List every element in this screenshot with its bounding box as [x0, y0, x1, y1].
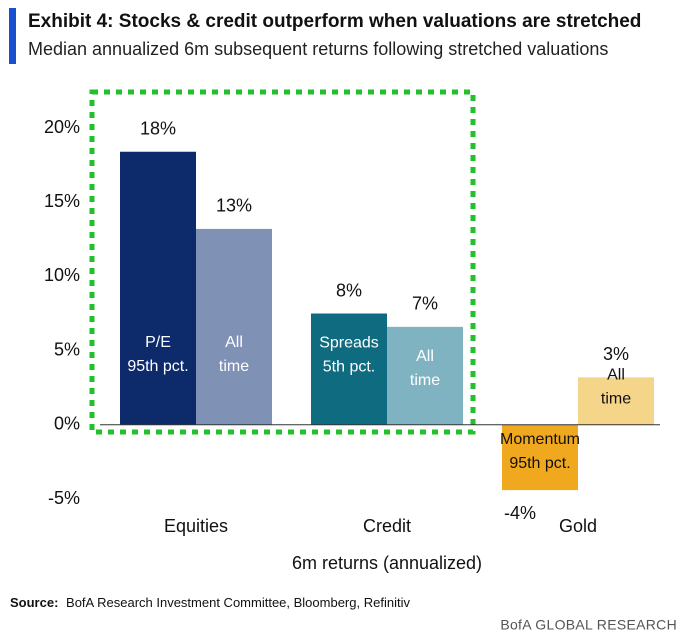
value-label: -4% [504, 503, 536, 523]
x-tick-label: Credit [363, 516, 411, 536]
value-label: 8% [336, 280, 362, 300]
bar-label: All [416, 348, 434, 365]
y-tick-label: 0% [54, 414, 80, 434]
source: Source: BofA Research Investment Committ… [10, 595, 410, 610]
bar-label: 95th pct. [509, 455, 570, 472]
brand: BofA GLOBAL RESEARCH [500, 617, 677, 633]
bar-label: Momentum [500, 431, 580, 448]
y-tick-label: 10% [44, 265, 80, 285]
x-tick-label: Equities [164, 516, 228, 536]
y-tick-label: 20% [44, 117, 80, 137]
x-tick-label: Gold [559, 516, 597, 536]
bar-label: time [219, 358, 249, 375]
bar-label: Spreads [319, 335, 379, 352]
y-tick-label: 5% [54, 339, 80, 359]
bar-label: All [607, 367, 625, 384]
chart-title: Exhibit 4: Stocks & credit outperform wh… [28, 11, 641, 32]
source-text: BofA Research Investment Committee, Bloo… [66, 595, 410, 610]
bar [196, 228, 272, 425]
value-label: 13% [216, 196, 252, 216]
bar-label: 95th pct. [127, 358, 188, 375]
bar [502, 424, 578, 491]
value-label: 7% [412, 294, 438, 314]
chart-subtitle: Median annualized 6m subsequent returns … [28, 39, 608, 59]
y-tick-label: 15% [44, 191, 80, 211]
bar-label: time [410, 372, 440, 389]
value-label: 18% [140, 118, 176, 138]
x-axis-label: 6m returns (annualized) [292, 553, 482, 573]
bar-label: All [225, 334, 243, 351]
bar [120, 151, 196, 425]
bar-label: 5th pct. [323, 359, 375, 376]
bar [387, 326, 463, 425]
bar [578, 377, 654, 425]
title-accent [9, 8, 16, 64]
y-tick-label: -5% [48, 488, 80, 508]
bar-label: time [601, 391, 631, 408]
bar [311, 313, 387, 425]
value-label: 3% [603, 344, 629, 364]
source-label: Source: [10, 595, 58, 610]
highlight-box [89, 89, 476, 435]
bar-label: P/E [145, 334, 171, 351]
